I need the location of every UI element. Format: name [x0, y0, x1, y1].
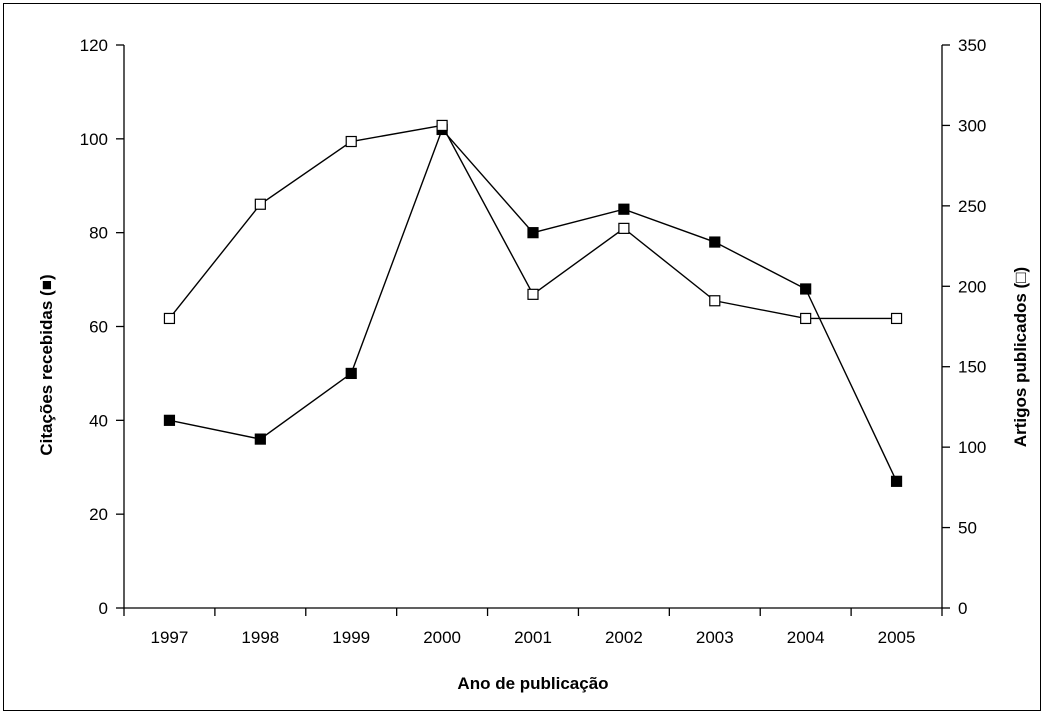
chart-frame — [3, 3, 1041, 711]
data-point-artigos — [254, 198, 266, 210]
right-y-tick-label: 200 — [958, 277, 986, 296]
left-y-tick-label: 100 — [80, 130, 108, 149]
x-tick-label: 2002 — [605, 628, 643, 647]
x-tick-label: 1999 — [332, 628, 370, 647]
x-tick-label: 2001 — [514, 628, 552, 647]
data-point-artigos — [527, 288, 539, 300]
data-point-artigos — [436, 119, 448, 132]
data-point-artigos — [709, 295, 721, 307]
data-point-artigos — [800, 312, 812, 325]
series-line-citacoes — [169, 128, 898, 482]
left-y-tick-label: 80 — [89, 224, 108, 243]
data-point-artigos — [890, 312, 903, 325]
data-point-citacoes — [163, 414, 176, 426]
right-y-tick-label: 300 — [958, 116, 986, 135]
right-y-tick-label: 100 — [958, 438, 986, 457]
axes: 0 20 40 60 80 100 120 0 50 100 150 200 250 300 350 1997… — [80, 36, 987, 647]
left-y-tick-label: 20 — [89, 505, 108, 524]
right-y-tick-label: 350 — [958, 36, 986, 55]
data-point-citacoes — [345, 367, 357, 380]
series-layer — [163, 119, 903, 487]
x-tick-label: 2005 — [878, 628, 916, 647]
x-tick-label: 2004 — [787, 628, 825, 647]
data-point-citacoes — [709, 236, 721, 248]
data-point-citacoes — [890, 475, 903, 487]
left-y-tick-label: 120 — [80, 36, 108, 55]
right-y-tick-label: 0 — [958, 599, 967, 618]
left-y-tick-label: 40 — [89, 411, 108, 430]
data-point-citacoes — [527, 227, 539, 239]
data-point-artigos — [163, 312, 176, 325]
left-y-tick-label: 0 — [99, 599, 108, 618]
left-y-tick-label: 60 — [89, 318, 108, 337]
data-point-citacoes — [618, 203, 630, 215]
right-y-tick-label: 250 — [958, 197, 986, 216]
data-point-artigos — [345, 135, 357, 148]
data-point-artigos — [618, 222, 630, 234]
data-point-citacoes — [254, 433, 266, 445]
x-tick-label: 1997 — [151, 628, 189, 647]
x-tick-label: 1998 — [241, 628, 279, 647]
left-y-axis-title: Citações recebidas (■) — [37, 274, 56, 455]
x-axis-title: Ano de publicação — [457, 674, 608, 693]
data-point-citacoes — [800, 283, 812, 295]
right-y-tick-label: 150 — [958, 358, 986, 377]
x-tick-label: 2003 — [696, 628, 734, 647]
x-tick-label: 2000 — [423, 628, 461, 647]
right-y-axis-title: Artigos publicados (□) — [1011, 267, 1030, 447]
right-y-tick-label: 50 — [958, 519, 977, 538]
